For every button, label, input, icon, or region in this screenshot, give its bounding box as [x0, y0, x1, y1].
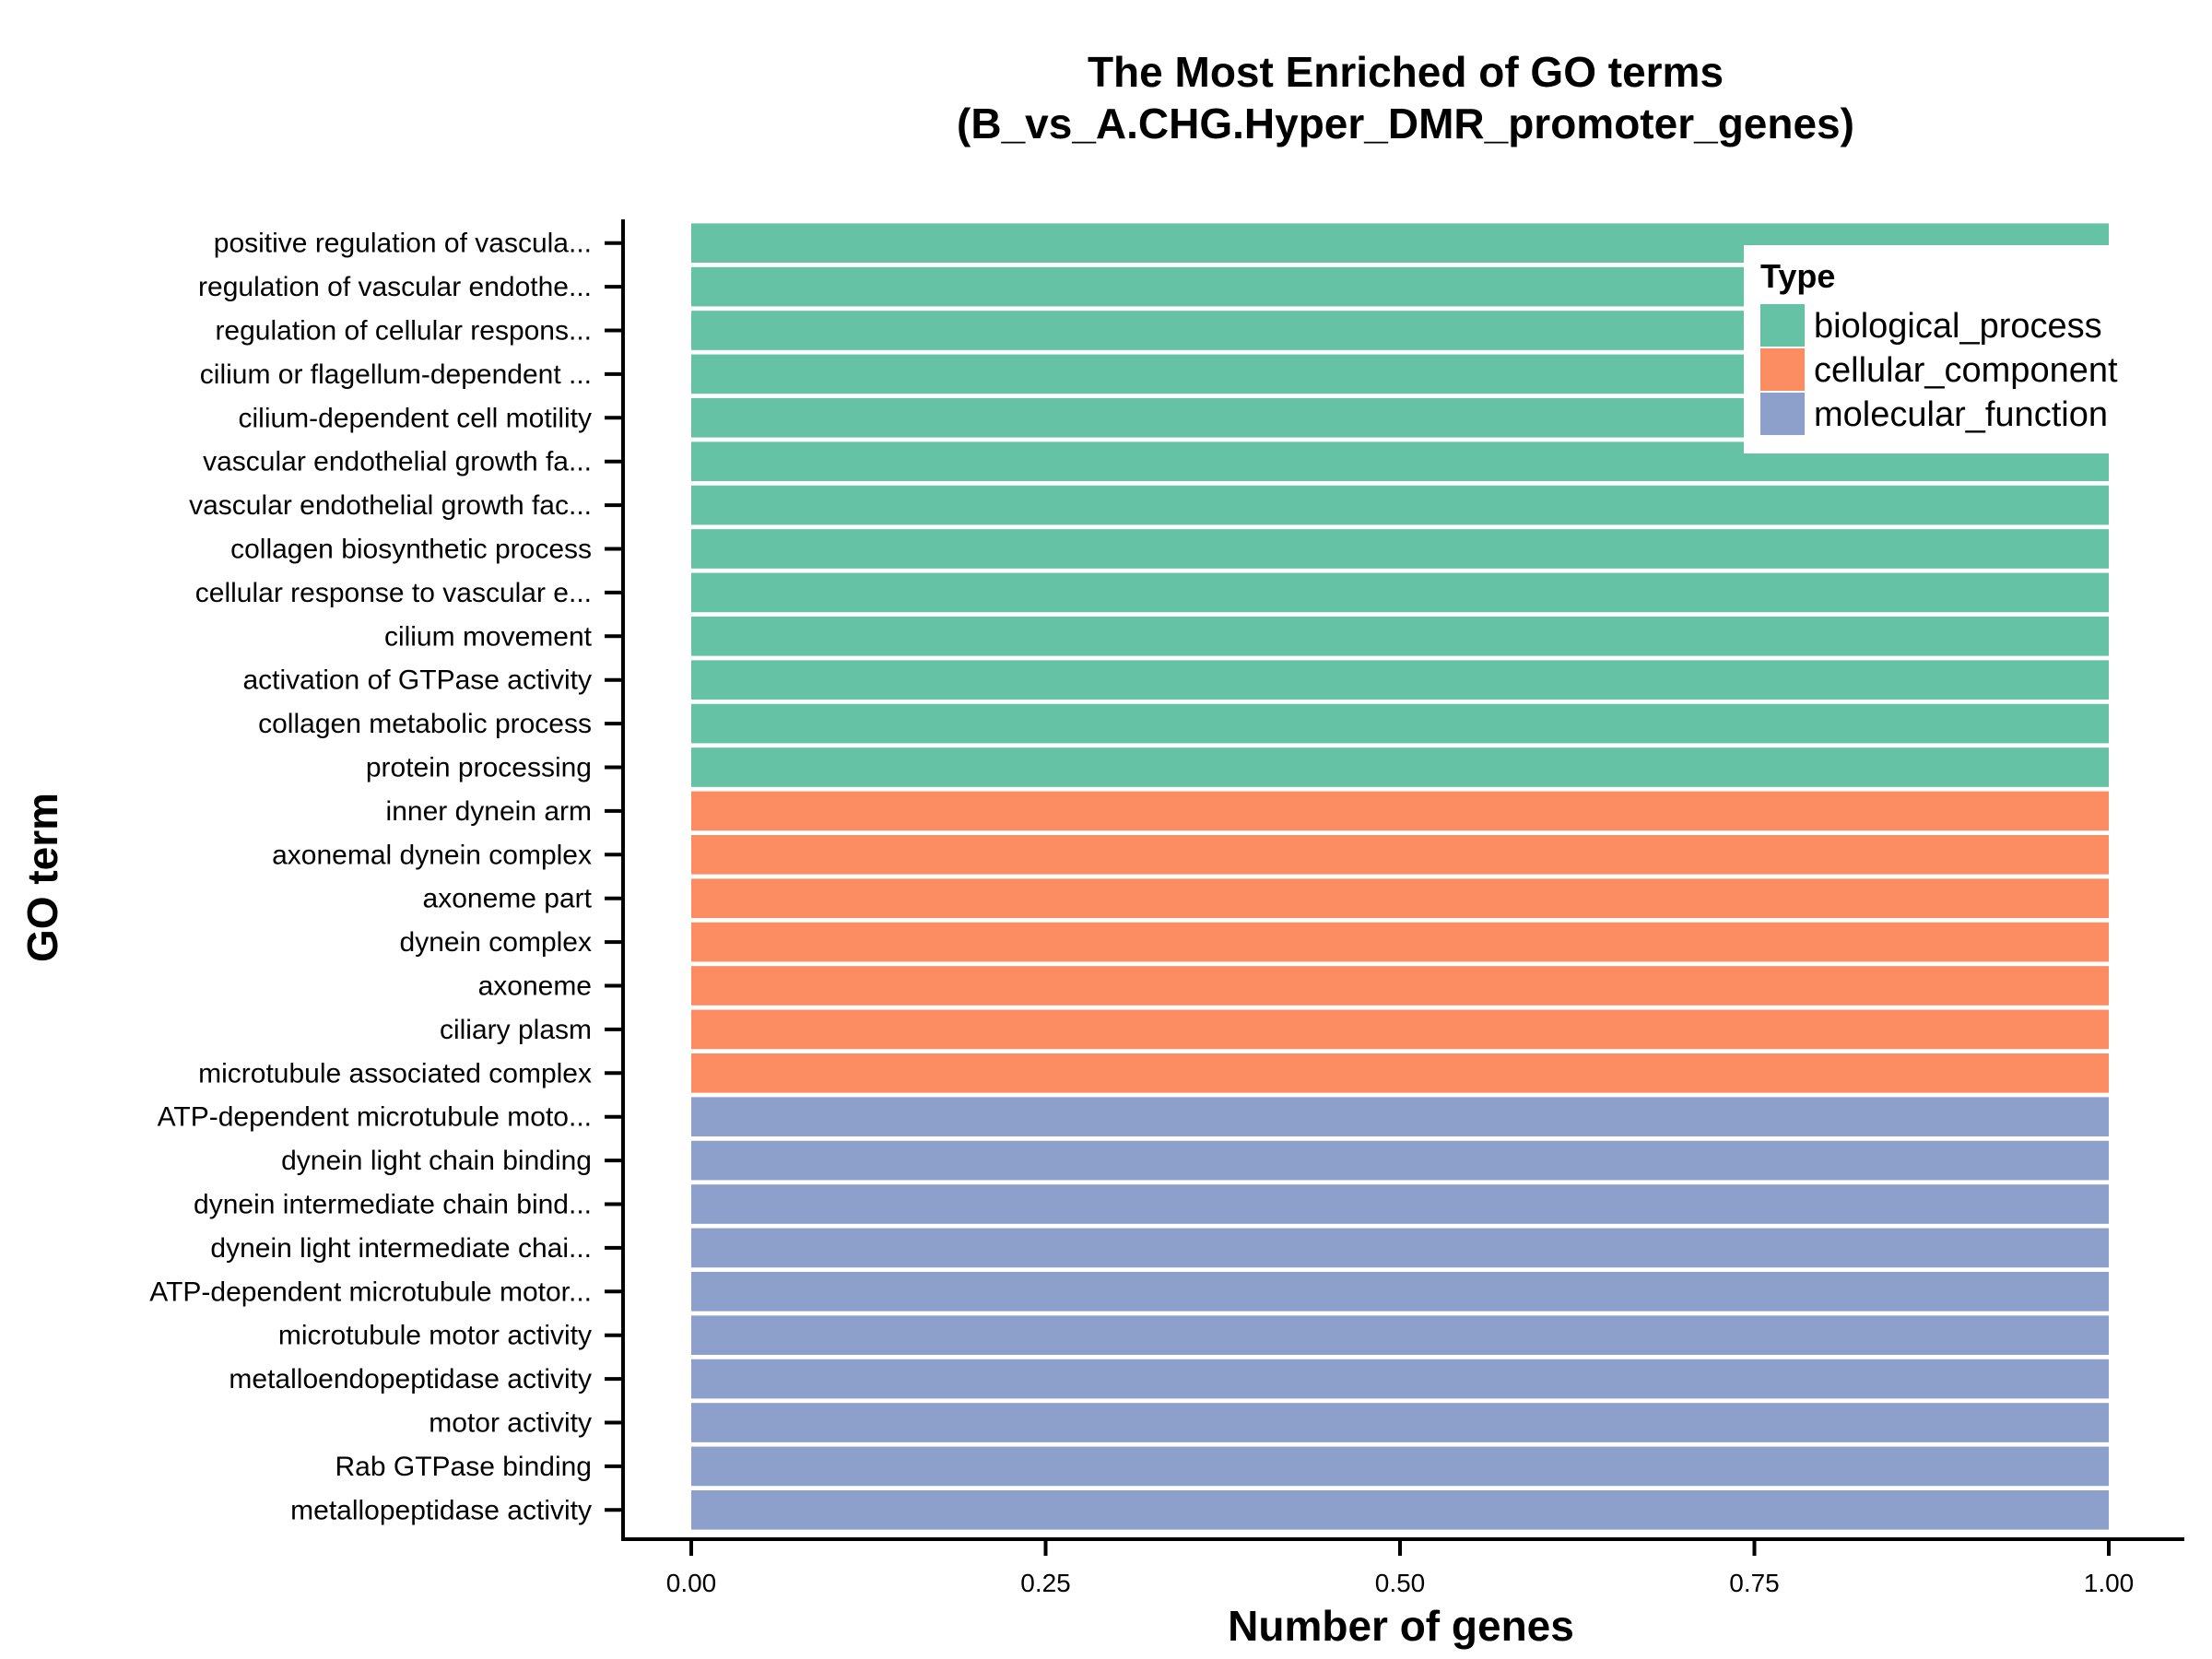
- legend-background: [1744, 245, 2112, 453]
- y-tick-label: microtubule associated complex: [198, 1058, 592, 1088]
- y-tick-label: dynein complex: [400, 927, 592, 958]
- bar-18: [691, 966, 2109, 1006]
- y-tick-label: activation of GTPase activity: [243, 665, 593, 696]
- y-tick-label: motor activity: [429, 1408, 592, 1439]
- legend: Type biological_process cellular_componen…: [1744, 245, 2118, 453]
- bar-14: [691, 791, 2109, 831]
- y-tick-label: axoneme part: [423, 884, 593, 914]
- chart-title-line-1: The Most Enriched of GO terms: [1088, 48, 1724, 96]
- y-tick-label: ATP-dependent microtubule moto...: [158, 1102, 592, 1133]
- y-tick-label: microtubule motor activity: [278, 1321, 592, 1351]
- y-tick-label: vascular endothelial growth fa...: [203, 447, 592, 477]
- y-tick-label: regulation of cellular respons...: [215, 316, 592, 347]
- y-tick-label: dynein light chain binding: [281, 1146, 592, 1176]
- legend-swatch-cellular_component: [1760, 348, 1805, 391]
- bar-20: [691, 1053, 2109, 1093]
- y-tick-label: regulation of vascular endothe...: [198, 272, 592, 302]
- y-tick-labels: positive regulation of vascula... regulat…: [149, 229, 623, 1525]
- legend-swatch-molecular_function: [1760, 393, 1805, 435]
- x-tick-label: 0.75: [1729, 1569, 1780, 1597]
- y-tick-label: dynein intermediate chain bind...: [194, 1190, 592, 1220]
- bar-26: [691, 1315, 2109, 1356]
- bar-11: [691, 660, 2109, 700]
- legend-title: Type: [1760, 257, 1835, 295]
- y-tick-label: collagen metabolic process: [258, 709, 592, 739]
- y-tick-label: positive regulation of vascula...: [214, 229, 592, 259]
- y-tick-label: Rab GTPase binding: [335, 1452, 593, 1482]
- bar-10: [691, 616, 2109, 656]
- bar-9: [691, 572, 2109, 613]
- y-axis-title: GO term: [18, 793, 66, 962]
- y-tick-label: cellular response to vascular e...: [195, 578, 592, 608]
- x-tick-label: 1.00: [2084, 1569, 2135, 1597]
- y-tick-label: cilium or flagellum-dependent ...: [200, 359, 592, 390]
- bar-16: [691, 878, 2109, 919]
- y-tick-label: inner dynein arm: [386, 796, 592, 827]
- y-tick-label: protein processing: [366, 753, 592, 783]
- bar-8: [691, 529, 2109, 569]
- bar-30: [691, 1489, 2109, 1530]
- bar-25: [691, 1271, 2109, 1312]
- legend-label-biological_process: biological_process: [1814, 307, 2102, 346]
- y-tick-label: vascular endothelial growth fac...: [189, 490, 592, 521]
- bar-19: [691, 1009, 2109, 1050]
- bar-15: [691, 834, 2109, 875]
- bar-17: [691, 922, 2109, 962]
- y-tick-label: ATP-dependent microtubule motor...: [149, 1277, 592, 1307]
- x-tick-label: 0.50: [1375, 1569, 1426, 1597]
- y-tick-label: axonemal dynein complex: [272, 840, 592, 870]
- y-tick-label: axoneme: [478, 971, 592, 1002]
- legend-label-cellular_component: cellular_component: [1814, 351, 2118, 390]
- y-tick-label: ciliary plasm: [440, 1015, 592, 1045]
- x-axis-title: Number of genes: [1228, 1602, 1574, 1650]
- legend-items: biological_process cellular_componentmole…: [1760, 304, 2118, 435]
- bar-22: [691, 1140, 2109, 1181]
- bar-24: [691, 1228, 2109, 1268]
- y-tick-label: metallopeptidase activity: [290, 1495, 592, 1525]
- bar-23: [691, 1184, 2109, 1224]
- y-tick-label: collagen biosynthetic process: [230, 535, 592, 565]
- y-tick-label: metalloendopeptidase activity: [229, 1364, 592, 1394]
- bar-27: [691, 1359, 2109, 1399]
- legend-swatch-biological_process: [1760, 304, 1805, 347]
- bar-13: [691, 747, 2109, 787]
- bar-21: [691, 1097, 2109, 1137]
- y-tick-label: cilium movement: [384, 621, 593, 652]
- y-tick-label: dynein light intermediate chai...: [210, 1233, 592, 1264]
- y-tick-label: cilium-dependent cell motility: [239, 403, 593, 433]
- chart-title-line-2: (B_vs_A.CHG.Hyper_DMR_promoter_genes): [957, 100, 1854, 147]
- legend-label-molecular_function: molecular_function: [1814, 395, 2108, 434]
- x-tick-label: 0.25: [1020, 1569, 1071, 1597]
- x-tick-labels: 0.00 0.25 0.50 0.75 1.00: [666, 1539, 2135, 1597]
- bar-12: [691, 703, 2109, 744]
- bar-28: [691, 1403, 2109, 1442]
- bar-29: [691, 1446, 2109, 1487]
- x-tick-label: 0.00: [666, 1569, 717, 1597]
- bar-7: [691, 485, 2109, 525]
